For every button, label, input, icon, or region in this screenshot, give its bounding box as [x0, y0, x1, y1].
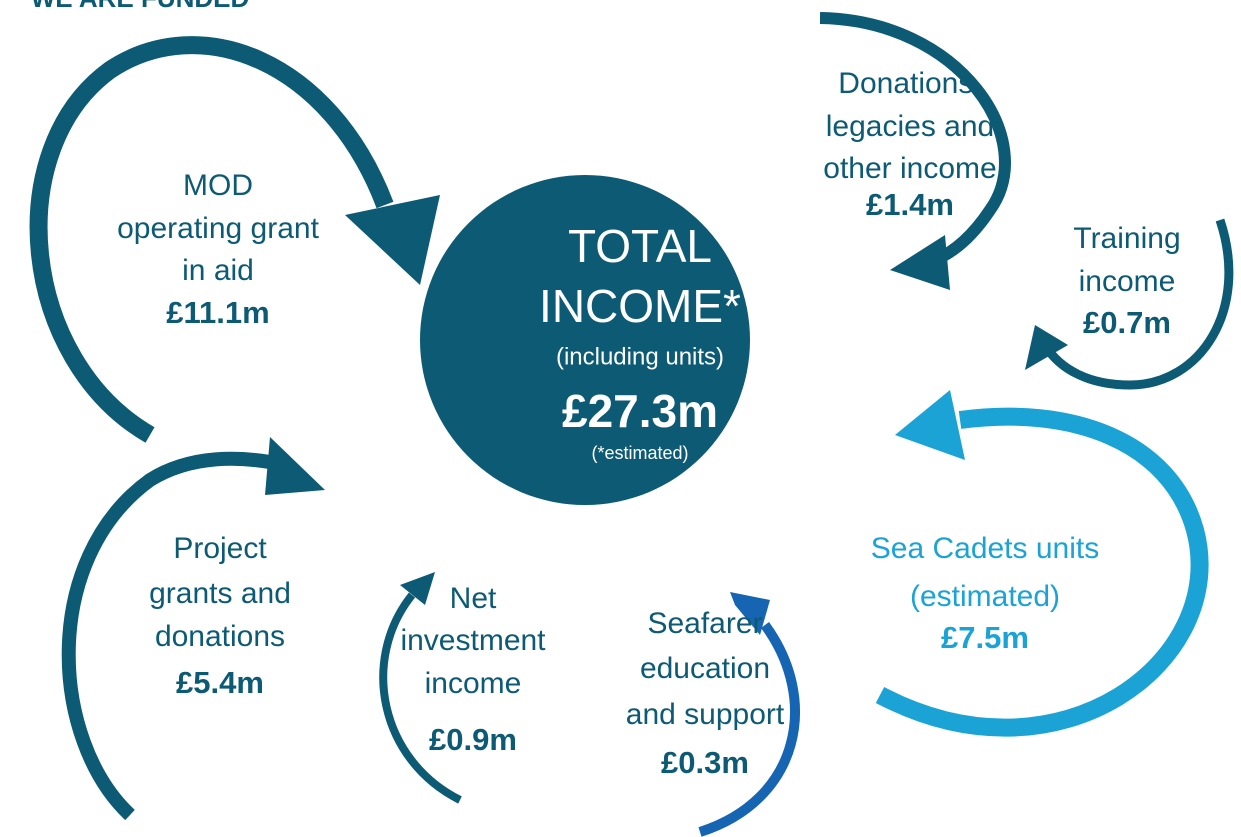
center-amount: £27.3m: [562, 385, 718, 437]
source-amount: £7.5m: [941, 620, 1029, 655]
source-label: income: [1079, 265, 1176, 298]
source-label: (estimated): [910, 580, 1060, 613]
arrowhead: [730, 592, 770, 635]
source-label: MOD: [183, 169, 253, 202]
center-line: (including units): [556, 343, 724, 370]
arrow-seafarer: [698, 622, 800, 837]
arrow-training: [1041, 218, 1234, 390]
arrow-project: [61, 451, 287, 821]
source-label: donations: [155, 620, 285, 653]
source-label: Seafarer: [647, 607, 762, 640]
source-label: Sea Cadets units: [871, 532, 1099, 565]
center-note: (*estimated): [591, 443, 688, 463]
source-label: in aid: [182, 254, 254, 287]
arrows: [29, 12, 1234, 837]
arrowhead: [345, 195, 440, 285]
arrow-mod: [29, 36, 394, 443]
center-line: INCOME*: [539, 280, 741, 332]
source-amount: £1.4m: [866, 187, 954, 222]
arrowhead: [265, 437, 325, 495]
arrowhead: [1025, 325, 1068, 370]
source-amount: £11.1m: [166, 295, 269, 330]
source-label: legacies and: [826, 110, 994, 143]
source-label: investment: [400, 624, 546, 657]
arrow-sea-cadets: [875, 407, 1209, 737]
source-amount: £0.3m: [661, 745, 749, 780]
arrow-donations: [819, 12, 1011, 268]
source-amount: £0.9m: [429, 722, 517, 757]
sources: MOD operating grant in aid £11.1m Donations,…: [117, 67, 1181, 780]
arrowhead: [400, 572, 435, 605]
source-label: grants and: [149, 577, 291, 610]
arrow-net-investment: [379, 592, 462, 804]
source-label: education: [640, 652, 770, 685]
source-label: and support: [626, 698, 785, 731]
center-line: TOTAL: [568, 220, 712, 272]
source-label: Training: [1073, 222, 1180, 255]
source-label: income: [425, 667, 522, 700]
source-label: Net: [450, 582, 497, 615]
source-label: operating grant: [117, 212, 319, 245]
source-label: Project: [173, 532, 267, 565]
center-circle: [420, 175, 750, 505]
arrowhead: [895, 390, 965, 460]
arrowhead: [890, 235, 950, 290]
source-label: Donations,: [838, 67, 981, 100]
source-amount: £0.7m: [1083, 305, 1171, 340]
source-label: other income: [823, 152, 996, 185]
source-amount: £5.4m: [176, 665, 264, 700]
title: WE ARE FUNDED: [31, 0, 250, 13]
